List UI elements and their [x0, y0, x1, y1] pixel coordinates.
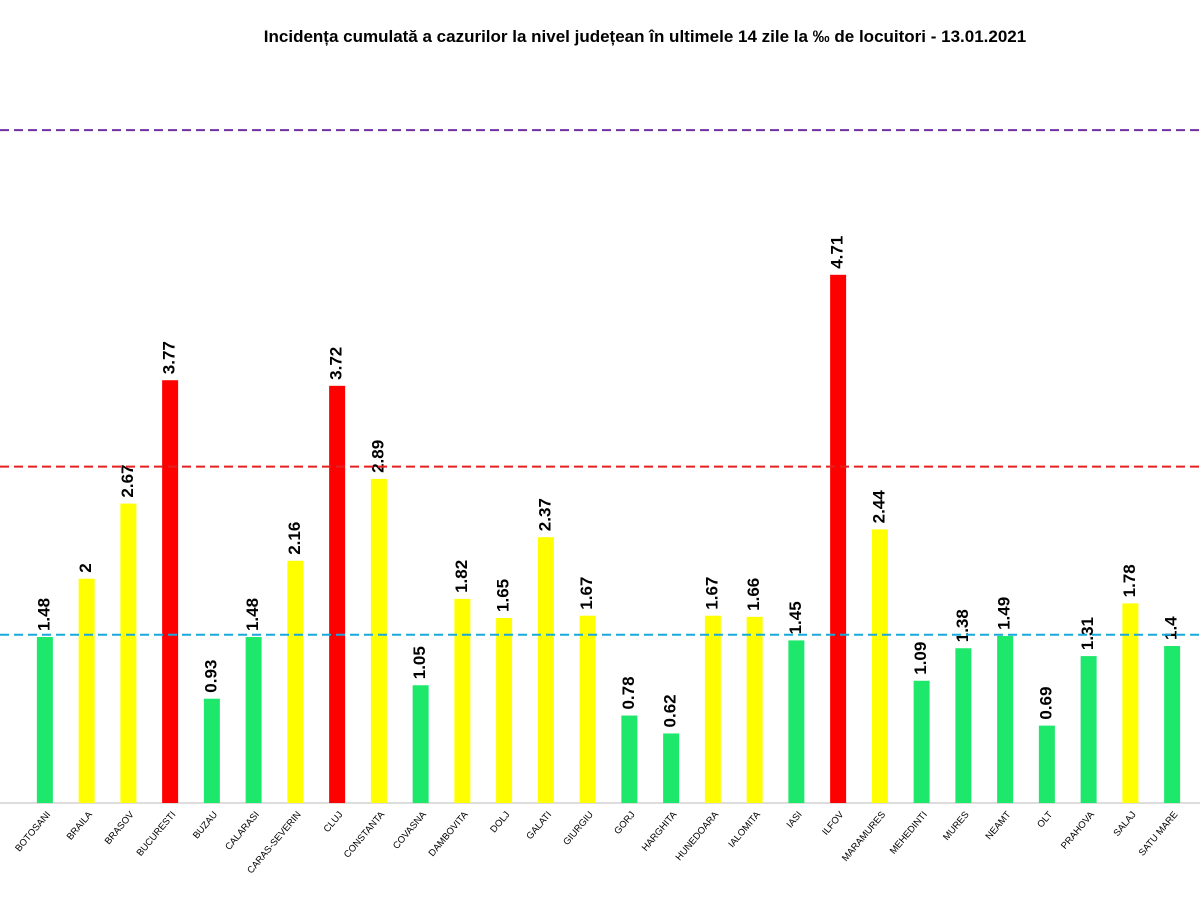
- bar: [621, 715, 638, 803]
- bar: [955, 648, 972, 803]
- bar: [1080, 656, 1097, 803]
- x-tick-label: BUZAU: [191, 809, 220, 841]
- bar: [245, 637, 262, 803]
- value-label: 0.93: [201, 660, 220, 693]
- value-label: 0.62: [661, 694, 680, 727]
- value-label: 1.65: [494, 579, 513, 612]
- x-tick-label: PRAHOVA: [1059, 809, 1097, 852]
- value-label: 1.48: [243, 598, 262, 631]
- value-label: 2.37: [535, 498, 554, 531]
- bar: [287, 560, 304, 803]
- value-label: 1.31: [1078, 617, 1097, 650]
- value-label: 0.78: [619, 676, 638, 709]
- value-label: 1.05: [410, 646, 429, 679]
- x-tick-label: GIURGIU: [561, 809, 596, 847]
- bar: [1038, 725, 1055, 803]
- x-tick-label: CONSTANTA: [342, 809, 388, 860]
- x-tick-label: NEAMT: [984, 809, 1014, 842]
- bar: [120, 503, 137, 803]
- bar: [162, 380, 179, 803]
- bar: [913, 680, 930, 803]
- bar: [704, 615, 721, 803]
- value-label: 0.69: [1036, 687, 1055, 720]
- x-tick-label: HARGHITA: [640, 809, 680, 854]
- bar: [203, 698, 220, 803]
- x-tick-label: SALAJ: [1112, 809, 1139, 839]
- x-tick-label: DAMBOVITA: [427, 809, 471, 859]
- bar: [454, 598, 471, 803]
- value-label: 1.82: [452, 560, 471, 593]
- x-tick-label: GALATI: [524, 809, 554, 841]
- x-tick-label: CLUJ: [322, 809, 346, 834]
- x-tick-label: MARAMURES: [840, 809, 888, 863]
- bar: [997, 635, 1014, 803]
- value-label: 1.67: [702, 577, 721, 610]
- value-label: 1.67: [577, 577, 596, 610]
- bar: [788, 640, 805, 803]
- value-label: 1.48: [34, 598, 53, 631]
- bar: [871, 529, 888, 803]
- x-tick-label: OLT: [1035, 809, 1055, 830]
- chart-title: Incidența cumulată a cazurilor la nivel …: [264, 27, 1026, 46]
- bar: [537, 537, 554, 803]
- x-tick-label: IALOMITA: [726, 809, 763, 850]
- value-label: 2.16: [285, 522, 304, 555]
- value-label: 2.89: [368, 440, 387, 473]
- value-label: 1.38: [953, 609, 972, 642]
- value-label: 1.49: [995, 597, 1014, 630]
- x-tick-label: COVASNA: [391, 809, 429, 852]
- value-label: 2.67: [118, 464, 137, 497]
- value-label: 1.66: [744, 578, 763, 611]
- bar: [496, 617, 513, 803]
- bar: [78, 578, 95, 803]
- bar: [746, 616, 763, 803]
- x-tick-label: ILFOV: [820, 809, 846, 838]
- x-tick-label: IASI: [785, 809, 805, 830]
- bar: [1164, 646, 1181, 803]
- x-tick-label: DOLJ: [488, 809, 512, 835]
- value-label: 1.78: [1120, 564, 1139, 597]
- value-label: 1.09: [911, 642, 930, 675]
- x-tick-label: SATU MARE: [1137, 809, 1181, 858]
- x-tick-label: HUNEDOARA: [674, 809, 722, 863]
- bar: [329, 385, 346, 803]
- bar: [370, 478, 387, 803]
- x-tick-label: BUCURESTI: [135, 809, 179, 858]
- value-label: 3.72: [327, 347, 346, 380]
- value-label: 4.71: [828, 236, 847, 269]
- value-label: 3.77: [160, 341, 179, 374]
- x-tick-label: MURES: [941, 809, 971, 842]
- value-label: 2.44: [869, 490, 888, 524]
- bar: [1122, 603, 1139, 803]
- bar: [579, 615, 596, 803]
- bar: [663, 733, 680, 803]
- value-label: 1.4: [1162, 616, 1181, 640]
- x-tick-label: CALARASI: [223, 809, 262, 852]
- x-tick-label: BRAILA: [65, 809, 96, 842]
- value-label: 1.45: [786, 601, 805, 634]
- x-tick-label: GORJ: [612, 809, 638, 836]
- bar: [412, 685, 429, 803]
- x-tick-label: MEHEDINTI: [888, 809, 930, 856]
- x-tick-label: BOTOSANI: [13, 809, 53, 854]
- bar: [36, 637, 53, 803]
- bar: [830, 274, 847, 803]
- x-tick-label: BRASOV: [103, 809, 137, 847]
- value-label: 2: [76, 563, 95, 572]
